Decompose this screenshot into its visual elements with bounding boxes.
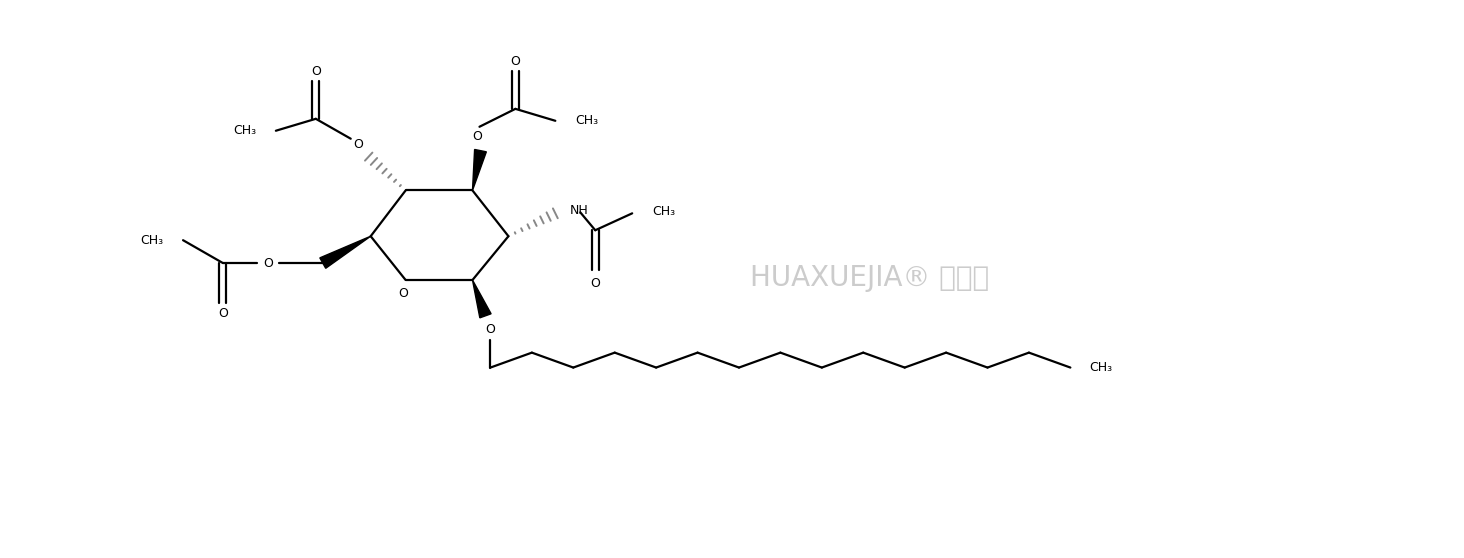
Text: O: O — [398, 287, 408, 300]
Text: CH₃: CH₃ — [1089, 361, 1113, 374]
Polygon shape — [473, 150, 486, 190]
Text: O: O — [218, 307, 228, 320]
Text: O: O — [590, 277, 600, 291]
Text: O: O — [310, 65, 321, 78]
Text: O: O — [353, 138, 363, 151]
Text: NH: NH — [569, 204, 589, 217]
Text: CH₃: CH₃ — [141, 234, 163, 247]
Text: HUAXUEJIA® 化学加: HUAXUEJIA® 化学加 — [750, 264, 990, 292]
Polygon shape — [473, 280, 490, 318]
Polygon shape — [319, 236, 370, 268]
Text: O: O — [511, 55, 520, 68]
Text: O: O — [473, 130, 483, 143]
Text: CH₃: CH₃ — [651, 205, 675, 218]
Text: CH₃: CH₃ — [233, 124, 256, 137]
Text: CH₃: CH₃ — [575, 114, 599, 127]
Text: O: O — [486, 323, 495, 336]
Text: O: O — [264, 257, 272, 270]
